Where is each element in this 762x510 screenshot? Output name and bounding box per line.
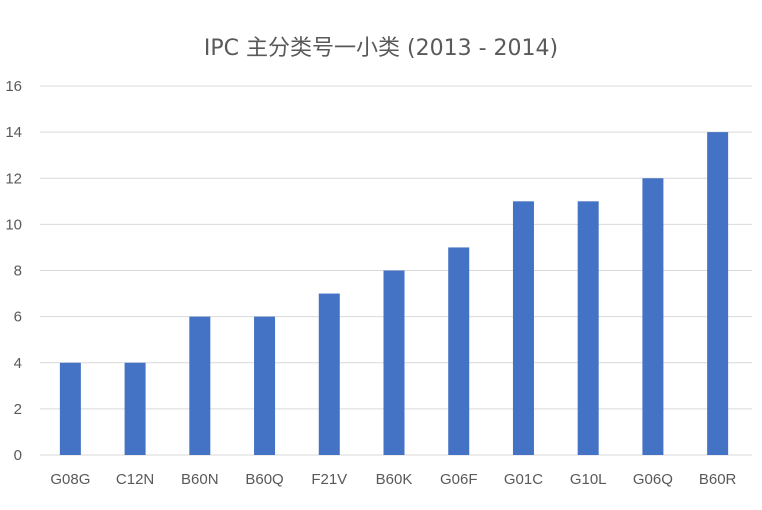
x-axis-ticks: G08G C12N B60N B60Q F21V B60K G06F G01C G10L G06Q… xyxy=(50,471,736,488)
y-tick-label: 8 xyxy=(14,263,22,280)
x-tick-label: G10L xyxy=(570,471,607,488)
y-tick-label: 4 xyxy=(14,355,22,372)
x-tick-label: B60K xyxy=(376,471,413,488)
bar-g06q xyxy=(642,178,664,455)
chart-title: IPC 主分类号一小类 (2013 - 2014) xyxy=(203,36,559,61)
bar-b60r xyxy=(707,132,729,455)
bar-c12n xyxy=(124,362,146,455)
x-tick-label: F21V xyxy=(311,471,347,488)
x-tick-label: B60R xyxy=(699,471,737,488)
bar-g10l xyxy=(577,201,599,455)
bar-b60k xyxy=(383,270,405,455)
x-tick-label: B60Q xyxy=(245,471,283,488)
bar-b60n xyxy=(189,316,211,455)
y-tick-label: 6 xyxy=(14,309,22,326)
bar-g01c xyxy=(512,201,534,455)
y-tick-label: 16 xyxy=(5,78,22,95)
y-tick-label: 12 xyxy=(5,170,22,187)
y-tick-label: 2 xyxy=(14,401,22,418)
bar-f21v xyxy=(318,293,340,455)
y-axis-ticks: 0 2 4 6 8 10 12 14 16 xyxy=(5,78,22,464)
bar-g08g xyxy=(59,362,81,455)
y-tick-label: 10 xyxy=(5,216,22,233)
x-tick-label: C12N xyxy=(116,471,154,488)
x-tick-label: G01C xyxy=(504,471,543,488)
y-tick-label: 14 xyxy=(5,124,22,141)
bar-g06f xyxy=(448,247,470,455)
bar-b60q xyxy=(254,316,276,455)
x-tick-label: G06Q xyxy=(633,471,673,488)
y-tick-label: 0 xyxy=(14,447,22,464)
x-tick-label: B60N xyxy=(181,471,219,488)
bars xyxy=(59,132,729,455)
x-tick-label: G06F xyxy=(440,471,478,488)
x-tick-label: G08G xyxy=(50,471,90,488)
